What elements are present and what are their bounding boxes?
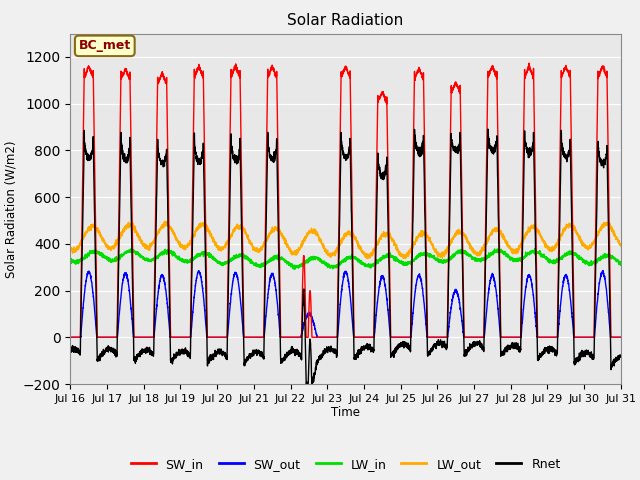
X-axis label: Time: Time <box>331 407 360 420</box>
Text: BC_met: BC_met <box>79 39 131 52</box>
Title: Solar Radiation: Solar Radiation <box>287 13 404 28</box>
Y-axis label: Solar Radiation (W/m2): Solar Radiation (W/m2) <box>4 140 17 277</box>
Legend: SW_in, SW_out, LW_in, LW_out, Rnet: SW_in, SW_out, LW_in, LW_out, Rnet <box>125 453 566 476</box>
